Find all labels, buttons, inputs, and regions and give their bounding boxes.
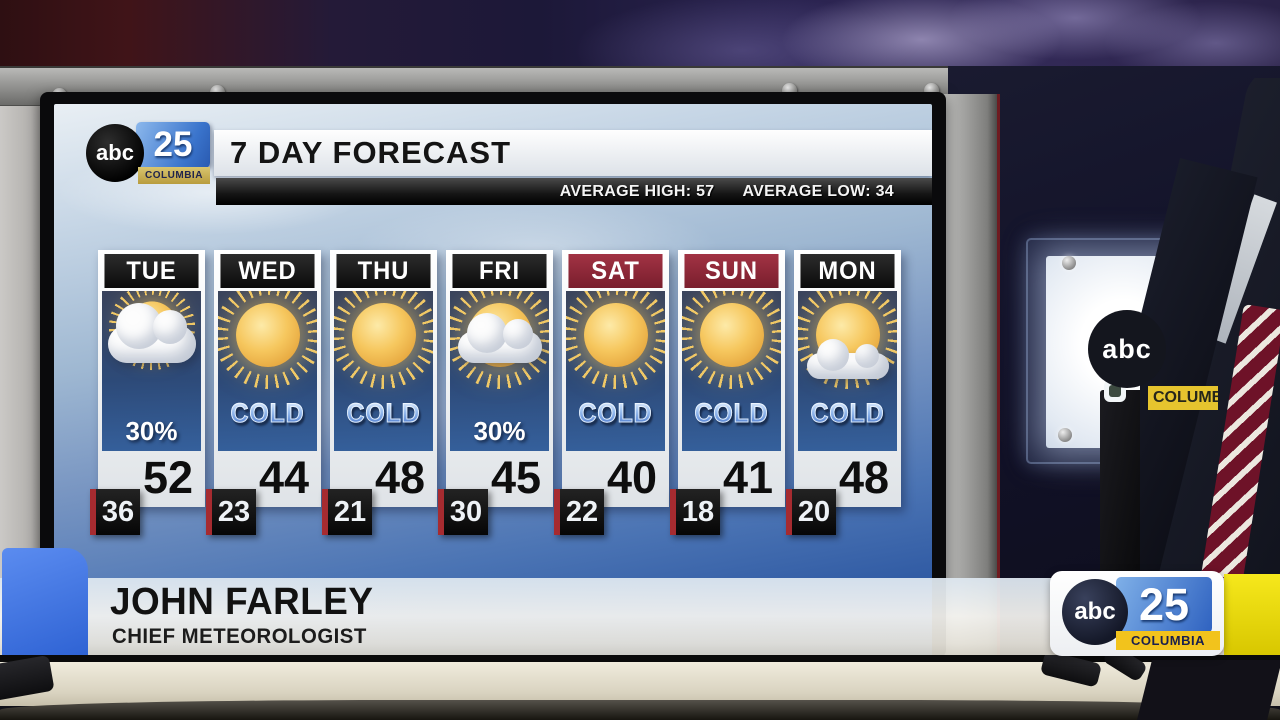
- condition-tag: COLD: [686, 398, 777, 429]
- day-label: FRI: [452, 254, 547, 288]
- forecast-day-column: MON COLD 48 20: [786, 250, 901, 535]
- station-logo-plate: 25 COLUMBIA abc: [1050, 571, 1224, 656]
- mostly-cloudy-icon: [102, 291, 201, 397]
- day-panel: 30%: [450, 291, 549, 451]
- day-label: MON: [800, 254, 895, 288]
- condition-tag: COLD: [570, 398, 661, 429]
- forecast-day-column: SAT COLD 40 22: [554, 250, 669, 535]
- lower-third-blue-block: [2, 548, 88, 655]
- low-temp: 20: [786, 489, 836, 535]
- day-label: WED: [220, 254, 315, 288]
- desk-shadow: [0, 700, 1280, 720]
- sun-with-cloud-icon: [798, 291, 897, 397]
- high-temp: 48: [374, 452, 425, 503]
- day-panel: COLD: [566, 291, 665, 451]
- day-label: THU: [336, 254, 431, 288]
- desk-edge-line: [0, 655, 1280, 662]
- weather-wall-monitor: 25 COLUMBIA abc 7 DAY FORECAST AVERAGE H…: [40, 92, 946, 658]
- forecast-day-column: WED COLD 44 23: [206, 250, 321, 535]
- forecast-day-column: THU COLD 48 21: [322, 250, 437, 535]
- meteorologist-figure: [1140, 78, 1280, 655]
- abc-logo-icon: abc: [86, 124, 144, 182]
- condition-tag: COLD: [222, 398, 313, 429]
- sunny-icon: [566, 291, 665, 397]
- low-temp: 18: [670, 489, 720, 535]
- lower-third-yellow-strip: [1224, 574, 1280, 655]
- low-temp: 21: [322, 489, 372, 535]
- sunny-icon: [682, 291, 781, 397]
- day-label: SUN: [684, 254, 779, 288]
- sunny-icon: [218, 291, 317, 397]
- condition-tag: 30%: [473, 416, 526, 446]
- station-logo: 25 COLUMBIA abc: [84, 120, 216, 188]
- day-panel: 30%: [102, 291, 201, 451]
- sunny-icon: [334, 291, 433, 397]
- sign-columbia-bar: COLUMBIA: [1148, 386, 1218, 410]
- forecast-day-column: TUE 30% 52 36: [90, 250, 205, 535]
- abc-logo-icon: abc: [1062, 579, 1128, 645]
- high-temp: 41: [722, 452, 773, 503]
- condition-tag: COLD: [338, 398, 429, 429]
- logo-columbia-bar: COLUMBIA: [1116, 631, 1220, 650]
- day-panel: COLD: [334, 291, 433, 451]
- high-temp: 48: [838, 452, 889, 503]
- forecast-columns: TUE 30% 52 36 WED COLD: [90, 250, 904, 535]
- day-panel: COLD: [798, 291, 897, 451]
- day-label: SAT: [568, 254, 663, 288]
- logo-25-box: 25: [136, 122, 210, 168]
- low-temp: 30: [438, 489, 488, 535]
- forecast-day-column: SUN COLD 41 18: [670, 250, 785, 535]
- screw-icon: [1062, 256, 1076, 270]
- forecast-title-bar: 7 DAY FORECAST: [214, 130, 932, 176]
- condition-tag: 30%: [125, 416, 178, 446]
- high-temp: 45: [490, 452, 541, 503]
- presenter-title: CHIEF METEOROLOGIST: [112, 625, 367, 648]
- forecast-title: 7 DAY FORECAST: [230, 135, 512, 170]
- low-temp: 23: [206, 489, 256, 535]
- average-high-label: AVERAGE HIGH: 57: [559, 182, 715, 200]
- low-temp: 36: [90, 489, 140, 535]
- low-temp: 22: [554, 489, 604, 535]
- high-temp: 40: [606, 452, 657, 503]
- day-panel: COLD: [218, 291, 317, 451]
- sun-behind-cloud-icon: [450, 291, 549, 397]
- presenter-name: JOHN FARLEY: [110, 581, 374, 623]
- averages-bar: AVERAGE HIGH: 57 AVERAGE LOW: 34: [216, 178, 932, 205]
- high-temp: 44: [258, 452, 309, 503]
- logo-25-box: 25: [1116, 577, 1212, 633]
- logo-columbia-bar: COLUMBIA: [138, 167, 210, 184]
- condition-tag: COLD: [802, 398, 893, 429]
- screw-icon: [1058, 428, 1072, 442]
- studio-storm-clouds-backdrop: [0, 0, 1280, 72]
- day-panel: COLD: [682, 291, 781, 451]
- day-label: TUE: [104, 254, 199, 288]
- high-temp: 52: [142, 452, 193, 503]
- average-low-label: AVERAGE LOW: 34: [742, 182, 894, 200]
- forecast-graphic-screen: 25 COLUMBIA abc 7 DAY FORECAST AVERAGE H…: [54, 104, 932, 658]
- forecast-day-column: FRI 30% 45 30: [438, 250, 553, 535]
- desk-dark-corner: [1137, 660, 1280, 720]
- abc-logo-icon: abc: [1088, 310, 1166, 388]
